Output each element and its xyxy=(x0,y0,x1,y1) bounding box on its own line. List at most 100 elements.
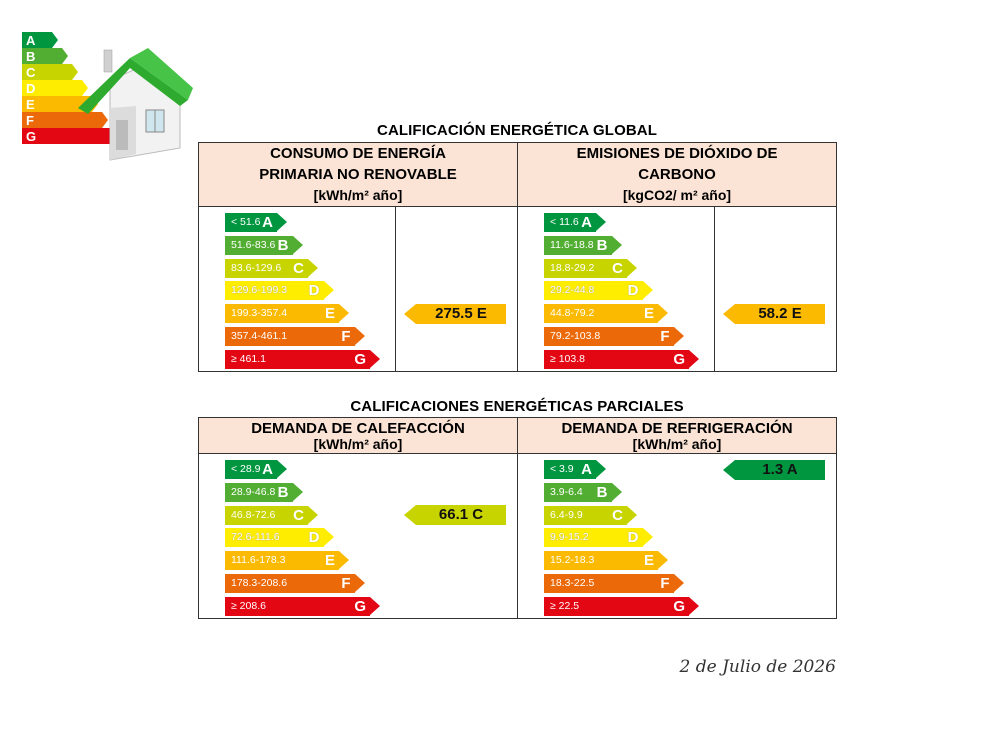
energy-bar-a: < 3.9 A xyxy=(544,460,606,479)
energy-bar-letter: A xyxy=(581,461,592,478)
energy-bar-c: 18.8-29.2 C xyxy=(544,258,638,278)
logo-energy-bars: A B C D E F G xyxy=(22,32,118,144)
energy-bar-a: < 51.6 A xyxy=(225,213,287,232)
energy-bar-letter: D xyxy=(308,282,320,300)
energy-bar-range: 9.9-15.2 xyxy=(550,531,589,544)
energy-bar-range: ≥ 103.8 xyxy=(550,352,585,365)
refrigeracion-header-line1: DEMANDA DE REFRIGERACIÓN xyxy=(561,420,793,437)
energy-bar-f: 79.2-103.8 F xyxy=(544,326,683,346)
energy-bar-d: 129.6-199.3 D xyxy=(225,281,333,301)
global-rating-title: CALIFICACIÓN ENERGÉTICA GLOBAL xyxy=(377,122,657,139)
energy-bar-letter: D xyxy=(308,529,320,547)
logo-letter: F xyxy=(26,113,34,128)
logo-letter: E xyxy=(26,97,35,112)
energy-bar-range: 44.8-79.2 xyxy=(550,307,595,320)
energy-bar-letter: C xyxy=(612,259,624,277)
energy-bar-b: 28.9-46.8 B xyxy=(225,482,302,502)
energy-bar-letter: B xyxy=(596,483,608,501)
refrigeracion-scale-cell: < 3.9 A 3.9-6.4 B 6.4-9.9 C 9.9-15.2 D 15.2-18.3… xyxy=(517,453,837,620)
emisiones-scale-cell: < 11.6 A 11.6-18.8 B 18.8-29.2 C 29.2-44.8 D 44.… xyxy=(517,206,716,372)
energy-bar-letter: E xyxy=(324,305,335,323)
partial-ratings-title: CALIFICACIONES ENERGÉTICAS PARCIALES xyxy=(350,398,684,415)
energy-bar-f: 18.3-22.5 F xyxy=(544,573,683,593)
energy-bar-letter: F xyxy=(341,327,351,345)
energy-house-logo: A B C D E F G xyxy=(22,32,193,161)
energy-bar-b: 11.6-18.8 B xyxy=(544,235,621,255)
energy-bar-range: 15.2-18.3 xyxy=(550,554,595,567)
emisiones-header-line2: CARBONO xyxy=(638,166,716,183)
energy-bar-e: 111.6-178.3 E xyxy=(225,551,349,571)
energy-bar-range: 129.6-199.3 xyxy=(231,284,288,297)
logo-letter: B xyxy=(26,49,35,64)
calefaccion-header: DEMANDA DE CALEFACCIÓN [kWh/m² año] xyxy=(198,417,518,454)
energy-bar-letter: D xyxy=(627,282,639,300)
refrigeracion-rating-indicator: 1.3 A xyxy=(723,459,825,480)
energy-bar-letter: G xyxy=(354,350,366,368)
consumo-header: CONSUMO DE ENERGÍA PRIMARIA NO RENOVABLE… xyxy=(197,142,519,207)
logo-letter: C xyxy=(26,65,36,80)
consumo-header-line1: CONSUMO DE ENERGÍA xyxy=(270,145,446,162)
energy-bar-g: ≥ 103.8 G xyxy=(544,349,700,369)
energy-bar-letter: F xyxy=(660,574,670,592)
energy-bar-letter: C xyxy=(612,506,623,524)
energy-bar-range: < 3.9 xyxy=(550,463,574,475)
consumo-unit: [kWh/m² año] xyxy=(313,187,403,203)
global-rating-table: CONSUMO DE ENERGÍA PRIMARIA NO RENOVABLE… xyxy=(197,142,838,373)
energy-bar-range: 6.4-9.9 xyxy=(550,508,583,521)
partial-ratings-table: DEMANDA DE CALEFACCIÓN [kWh/m² año] DEMA… xyxy=(198,417,837,619)
energy-bar-letter: G xyxy=(673,597,685,615)
energy-bar-letter: E xyxy=(643,552,654,570)
energy-bar-c: 46.8-72.6 C xyxy=(225,505,318,525)
consumo-rating-indicator: 275.5 E xyxy=(404,303,506,324)
energy-bar-range: 72.6-111.6 xyxy=(231,531,280,544)
energy-bar-d: 29.2-44.8 D xyxy=(544,281,652,301)
energy-bar-letter: F xyxy=(660,327,670,345)
logo-letter: D xyxy=(26,81,35,96)
energy-bar-range: 199.3-357.4 xyxy=(231,307,288,320)
energy-bar-range: 357.4-461.1 xyxy=(231,329,288,342)
document-date: 2 de Julio de 2026 xyxy=(679,657,836,677)
calefaccion-rating-indicator: 66.1 C xyxy=(404,505,506,526)
calefaccion-unit: [kWh/m² año] xyxy=(313,436,403,452)
energy-bar-range: 46.8-72.6 xyxy=(231,508,276,521)
energy-bar-letter: A xyxy=(262,461,273,478)
energy-bar-range: 3.9-6.4 xyxy=(550,485,583,498)
energy-bar-letter: C xyxy=(293,259,304,277)
energy-bar-range: < 11.6 xyxy=(550,216,579,228)
refrigeracion-energy-scale: < 3.9 A 3.9-6.4 B 6.4-9.9 C 9.9-15.2 D 15.2-18.3… xyxy=(544,460,699,620)
energy-bar-range: 11.6-18.8 xyxy=(550,238,594,251)
energy-bar-g: ≥ 22.5 G xyxy=(544,596,699,616)
consumo-scale-cell: < 51.6 A 51.6-83.6 B 83.6-129.6 C 129.6-199.3 D… xyxy=(198,206,396,373)
emisiones-header-line1: EMISIONES DE DIÓXIDO DE xyxy=(576,145,778,162)
energy-bar-e: 199.3-357.4 E xyxy=(225,304,349,324)
energy-bar-letter: E xyxy=(324,552,335,570)
energy-bar-range: 79.2-103.8 xyxy=(550,329,601,342)
refrigeracion-header: DEMANDA DE REFRIGERACIÓN [kWh/m² año] xyxy=(517,417,837,454)
energy-bar-letter: B xyxy=(277,483,289,501)
consumo-header-line2: PRIMARIA NO RENOVABLE xyxy=(259,166,457,183)
energy-bar-f: 357.4-461.1 F xyxy=(225,326,364,346)
energy-bar-letter: G xyxy=(673,350,686,368)
energy-bar-range: 18.3-22.5 xyxy=(550,576,595,589)
consumo-energy-scale: < 51.6 A 51.6-83.6 B 83.6-129.6 C 129.6-199.3 D… xyxy=(225,213,380,373)
energy-bar-g: ≥ 208.6 G xyxy=(225,596,380,616)
energy-bar-range: ≥ 208.6 xyxy=(231,599,266,612)
refrigeracion-unit: [kWh/m² año] xyxy=(632,436,722,452)
emisiones-rating-indicator: 58.2 E xyxy=(723,303,826,324)
energy-bar-range: 51.6-83.6 xyxy=(231,238,276,251)
energy-bar-letter: B xyxy=(596,236,608,254)
energy-bar-b: 51.6-83.6 B xyxy=(225,235,302,255)
energy-bar-c: 83.6-129.6 C xyxy=(225,258,318,278)
energy-bar-f: 178.3-208.6 F xyxy=(225,573,364,593)
energy-bar-letter: A xyxy=(581,214,593,231)
energy-bar-letter: E xyxy=(644,305,655,323)
energy-bar-letter: B xyxy=(277,236,289,254)
energy-bar-letter: D xyxy=(627,529,639,547)
energy-bar-g: ≥ 461.1 G xyxy=(225,349,380,369)
energy-bar-letter: A xyxy=(262,214,273,231)
emisiones-indicator-cell: 58.2 E xyxy=(714,206,838,372)
logo-letter: G xyxy=(26,129,36,144)
emisiones-header: EMISIONES DE DIÓXIDO DE CARBONO [kgCO2/ … xyxy=(517,142,838,207)
emisiones-unit: [kgCO2/ m² año] xyxy=(622,187,732,203)
energy-bar-letter: C xyxy=(293,506,304,524)
